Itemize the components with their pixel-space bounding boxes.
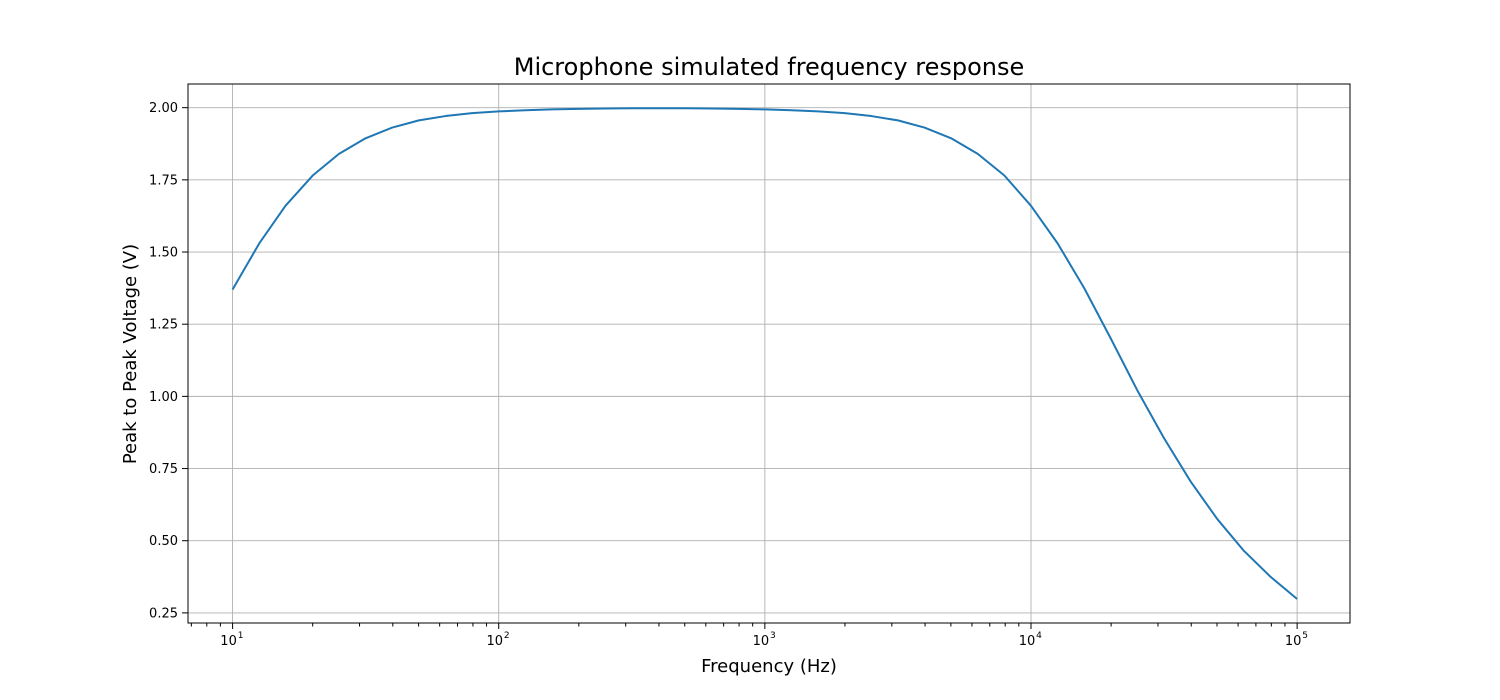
series-layer (231, 107, 1298, 600)
x-axis-label: Frequency (Hz) (701, 656, 837, 677)
y-tick-label: 1.25 (149, 318, 178, 333)
plot-frame (187, 83, 1351, 624)
y-axis-label: Peak to Peak Voltage (V) (120, 244, 141, 464)
x-tick-label-exponent: 3 (770, 631, 776, 641)
x-tick-label: 10 (1019, 634, 1036, 649)
x-tick-label: 10 (220, 634, 237, 649)
x-tick-label-exponent: 4 (1036, 631, 1042, 641)
x-tick-label-exponent: 5 (1302, 631, 1308, 641)
x-tick-label-exponent: 1 (238, 631, 244, 641)
series-line (231, 107, 1298, 600)
y-tick-label: 0.75 (149, 462, 178, 477)
y-tick-label: 2.00 (149, 101, 178, 116)
grid (188, 84, 1350, 623)
x-tick-label-exponent: 2 (504, 631, 510, 641)
chart-title: Microphone simulated frequency response (514, 53, 1025, 81)
y-tick-label: 1.50 (149, 246, 178, 261)
y-tick-label: 0.25 (149, 606, 178, 621)
y-tick-label: 1.00 (149, 390, 178, 405)
x-axis-ticks: 10 1 10 2 10 3 10 4 10 5 (190, 623, 1308, 649)
y-tick-label: 1.75 (149, 173, 178, 188)
x-tick-label: 10 (753, 634, 770, 649)
x-tick-label: 10 (1285, 634, 1302, 649)
y-tick-label: 0.50 (149, 534, 178, 549)
y-axis-ticks: 0.25 0.50 0.75 1.00 1.25 1.50 1.75 2.00 (149, 101, 188, 621)
x-tick-label: 10 (486, 634, 503, 649)
